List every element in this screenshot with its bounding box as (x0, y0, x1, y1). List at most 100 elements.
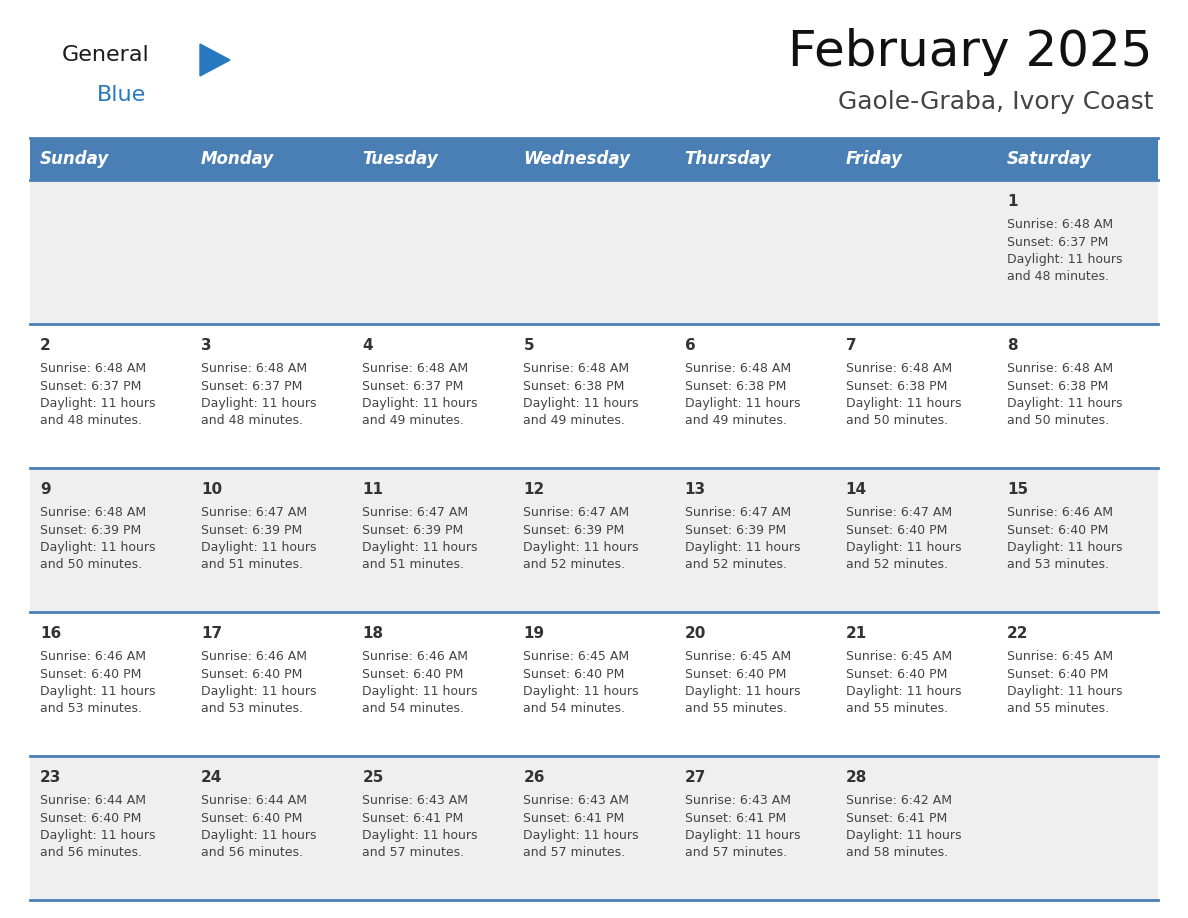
Text: Daylight: 11 hours: Daylight: 11 hours (846, 541, 961, 554)
Text: Sunrise: 6:48 AM: Sunrise: 6:48 AM (201, 362, 308, 375)
Text: Sunset: 6:39 PM: Sunset: 6:39 PM (40, 523, 141, 536)
Text: Daylight: 11 hours: Daylight: 11 hours (846, 829, 961, 842)
Text: Sunset: 6:40 PM: Sunset: 6:40 PM (846, 667, 947, 680)
Text: and 52 minutes.: and 52 minutes. (524, 558, 625, 572)
Text: and 50 minutes.: and 50 minutes. (1007, 415, 1108, 428)
Text: Sunrise: 6:44 AM: Sunrise: 6:44 AM (40, 794, 146, 807)
Text: Daylight: 11 hours: Daylight: 11 hours (362, 397, 478, 410)
Text: 13: 13 (684, 482, 706, 497)
Bar (191, 138, 353, 180)
Text: Sunrise: 6:45 AM: Sunrise: 6:45 AM (846, 650, 952, 663)
Text: Sunset: 6:38 PM: Sunset: 6:38 PM (524, 379, 625, 393)
Text: Sunrise: 6:47 AM: Sunrise: 6:47 AM (684, 506, 791, 519)
Text: Daylight: 11 hours: Daylight: 11 hours (40, 685, 156, 698)
Text: 5: 5 (524, 338, 535, 353)
Text: Daylight: 11 hours: Daylight: 11 hours (201, 541, 317, 554)
Text: Daylight: 11 hours: Daylight: 11 hours (362, 685, 478, 698)
Text: Sunrise: 6:43 AM: Sunrise: 6:43 AM (524, 794, 630, 807)
Text: Sunrise: 6:45 AM: Sunrise: 6:45 AM (1007, 650, 1113, 663)
Text: Sunset: 6:40 PM: Sunset: 6:40 PM (362, 667, 463, 680)
Bar (30, 612, 1158, 756)
Text: and 56 minutes.: and 56 minutes. (201, 846, 303, 859)
Text: 24: 24 (201, 770, 222, 785)
Text: Thursday: Thursday (684, 150, 771, 168)
Text: Sunset: 6:40 PM: Sunset: 6:40 PM (40, 667, 141, 680)
Text: Daylight: 11 hours: Daylight: 11 hours (1007, 397, 1123, 410)
Text: and 57 minutes.: and 57 minutes. (362, 846, 465, 859)
Text: Sunset: 6:37 PM: Sunset: 6:37 PM (362, 379, 463, 393)
Bar (353, 138, 513, 180)
Text: 27: 27 (684, 770, 706, 785)
Text: Sunset: 6:40 PM: Sunset: 6:40 PM (40, 812, 141, 824)
Text: Daylight: 11 hours: Daylight: 11 hours (1007, 253, 1123, 266)
Text: Sunset: 6:38 PM: Sunset: 6:38 PM (684, 379, 786, 393)
Text: 19: 19 (524, 626, 544, 641)
Text: and 49 minutes.: and 49 minutes. (362, 415, 465, 428)
Text: Sunrise: 6:46 AM: Sunrise: 6:46 AM (1007, 506, 1113, 519)
Text: Daylight: 11 hours: Daylight: 11 hours (1007, 685, 1123, 698)
Text: Sunrise: 6:48 AM: Sunrise: 6:48 AM (524, 362, 630, 375)
Text: Sunset: 6:40 PM: Sunset: 6:40 PM (201, 667, 303, 680)
Text: Sunrise: 6:42 AM: Sunrise: 6:42 AM (846, 794, 952, 807)
Text: Tuesday: Tuesday (362, 150, 438, 168)
Text: and 55 minutes.: and 55 minutes. (1007, 702, 1108, 715)
Text: Sunrise: 6:45 AM: Sunrise: 6:45 AM (524, 650, 630, 663)
Text: and 49 minutes.: and 49 minutes. (684, 415, 786, 428)
Text: Sunrise: 6:46 AM: Sunrise: 6:46 AM (362, 650, 468, 663)
Text: Sunrise: 6:48 AM: Sunrise: 6:48 AM (1007, 218, 1113, 231)
Text: Daylight: 11 hours: Daylight: 11 hours (684, 541, 800, 554)
Text: Daylight: 11 hours: Daylight: 11 hours (846, 397, 961, 410)
Text: 25: 25 (362, 770, 384, 785)
Text: 20: 20 (684, 626, 706, 641)
Text: February 2025: February 2025 (789, 28, 1154, 76)
Text: Sunset: 6:40 PM: Sunset: 6:40 PM (846, 523, 947, 536)
Text: Wednesday: Wednesday (524, 150, 631, 168)
Text: Sunday: Sunday (40, 150, 109, 168)
Text: Sunset: 6:40 PM: Sunset: 6:40 PM (201, 812, 303, 824)
Text: Daylight: 11 hours: Daylight: 11 hours (362, 541, 478, 554)
Bar (30, 138, 191, 180)
Text: 18: 18 (362, 626, 384, 641)
Text: Gaole-Graba, Ivory Coast: Gaole-Graba, Ivory Coast (838, 90, 1154, 114)
Text: 22: 22 (1007, 626, 1029, 641)
Text: 17: 17 (201, 626, 222, 641)
Bar (30, 180, 1158, 324)
Text: Daylight: 11 hours: Daylight: 11 hours (684, 829, 800, 842)
Text: Daylight: 11 hours: Daylight: 11 hours (362, 829, 478, 842)
Text: Blue: Blue (97, 85, 146, 105)
Bar (30, 756, 1158, 900)
Text: 15: 15 (1007, 482, 1028, 497)
Text: and 57 minutes.: and 57 minutes. (524, 846, 626, 859)
Text: and 57 minutes.: and 57 minutes. (684, 846, 786, 859)
Text: Sunset: 6:40 PM: Sunset: 6:40 PM (1007, 667, 1108, 680)
Bar (997, 138, 1158, 180)
Text: Daylight: 11 hours: Daylight: 11 hours (40, 397, 156, 410)
Text: Daylight: 11 hours: Daylight: 11 hours (201, 397, 317, 410)
Text: and 58 minutes.: and 58 minutes. (846, 846, 948, 859)
Text: 1: 1 (1007, 194, 1017, 209)
Text: 28: 28 (846, 770, 867, 785)
Bar (513, 138, 675, 180)
Text: and 55 minutes.: and 55 minutes. (684, 702, 786, 715)
Text: 7: 7 (846, 338, 857, 353)
Text: 10: 10 (201, 482, 222, 497)
Text: Daylight: 11 hours: Daylight: 11 hours (201, 685, 317, 698)
Text: Sunset: 6:41 PM: Sunset: 6:41 PM (684, 812, 785, 824)
Text: 16: 16 (40, 626, 62, 641)
Text: Sunset: 6:37 PM: Sunset: 6:37 PM (1007, 236, 1108, 249)
Text: Sunset: 6:37 PM: Sunset: 6:37 PM (201, 379, 303, 393)
Text: 21: 21 (846, 626, 867, 641)
Text: Sunset: 6:39 PM: Sunset: 6:39 PM (362, 523, 463, 536)
Text: and 48 minutes.: and 48 minutes. (1007, 271, 1108, 284)
Bar (30, 468, 1158, 612)
Text: Sunset: 6:39 PM: Sunset: 6:39 PM (201, 523, 303, 536)
Polygon shape (200, 44, 230, 76)
Text: Sunrise: 6:48 AM: Sunrise: 6:48 AM (40, 362, 146, 375)
Text: Sunset: 6:39 PM: Sunset: 6:39 PM (524, 523, 625, 536)
Text: Sunrise: 6:47 AM: Sunrise: 6:47 AM (524, 506, 630, 519)
Text: and 53 minutes.: and 53 minutes. (40, 702, 143, 715)
Text: Sunrise: 6:46 AM: Sunrise: 6:46 AM (201, 650, 308, 663)
Text: General: General (62, 45, 150, 65)
Text: and 48 minutes.: and 48 minutes. (201, 415, 303, 428)
Text: Daylight: 11 hours: Daylight: 11 hours (684, 685, 800, 698)
